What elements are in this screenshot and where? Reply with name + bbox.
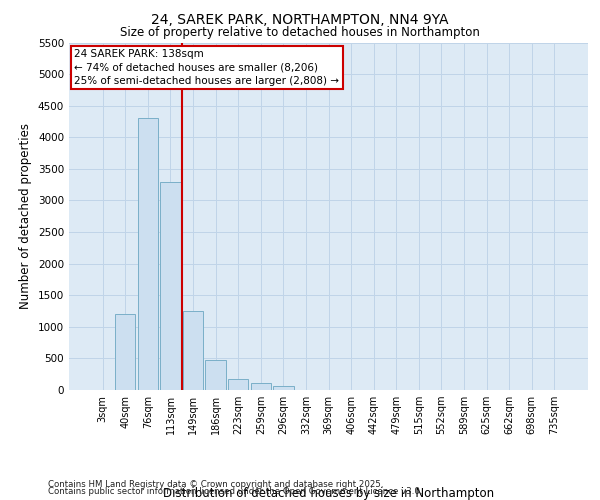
Bar [251,383,271,390]
Bar [138,118,158,390]
Text: 24 SAREK PARK: 138sqm
← 74% of detached houses are smaller (8,206)
25% of semi-d: 24 SAREK PARK: 138sqm ← 74% of detached … [74,50,339,86]
Bar [228,380,248,390]
Bar [160,182,181,390]
Bar [273,386,293,390]
Bar [183,311,203,390]
Text: Contains HM Land Registry data © Crown copyright and database right 2025.: Contains HM Land Registry data © Crown c… [48,480,383,489]
Bar [205,360,226,390]
X-axis label: Distribution of detached houses by size in Northampton: Distribution of detached houses by size … [163,487,494,500]
Bar [115,314,136,390]
Text: Size of property relative to detached houses in Northampton: Size of property relative to detached ho… [120,26,480,39]
Text: 24, SAREK PARK, NORTHAMPTON, NN4 9YA: 24, SAREK PARK, NORTHAMPTON, NN4 9YA [151,12,449,26]
Text: Contains public sector information licensed under the Open Government Licence v3: Contains public sector information licen… [48,487,422,496]
Y-axis label: Number of detached properties: Number of detached properties [19,123,32,309]
